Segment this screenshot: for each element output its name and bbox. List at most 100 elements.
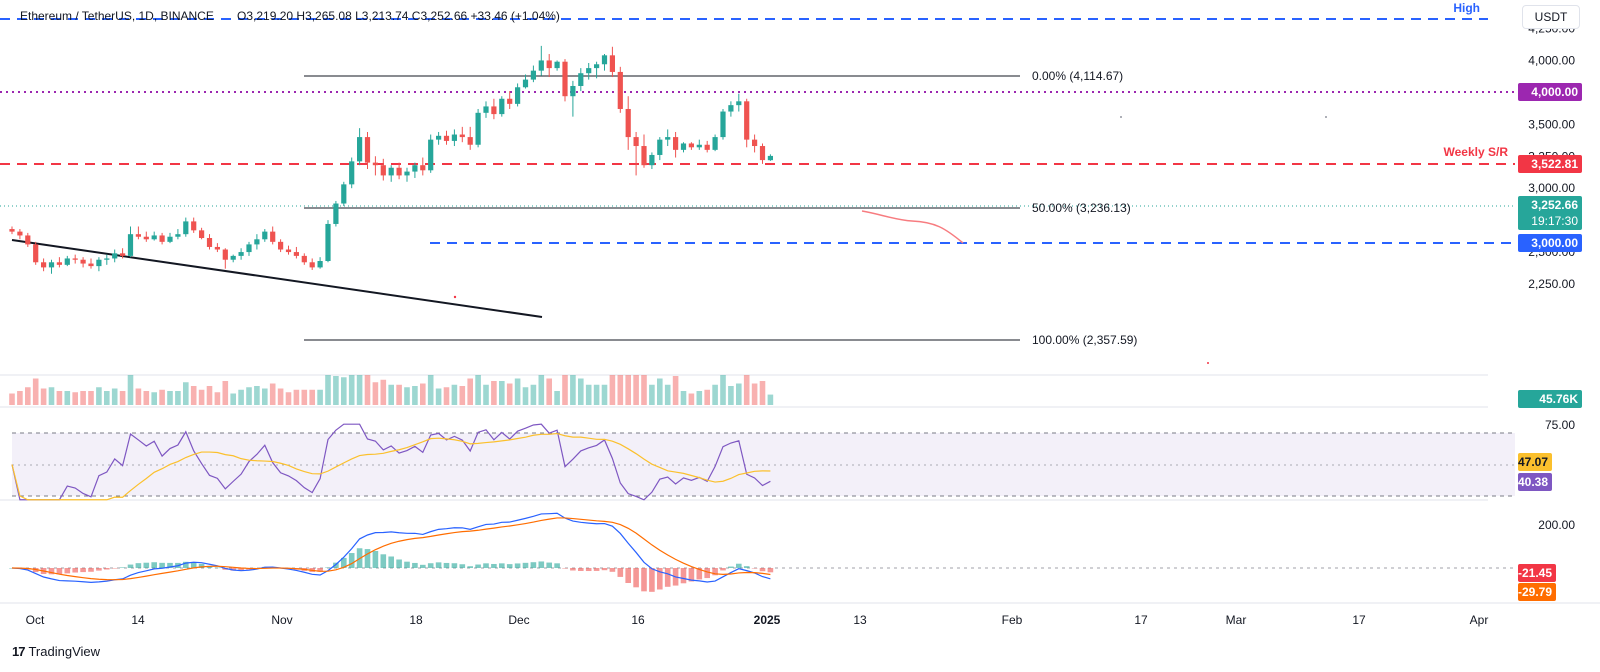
macd-histogram-bar <box>111 568 118 569</box>
candle-body <box>88 263 94 267</box>
macd-histogram-bar <box>198 563 205 568</box>
volume-bar <box>483 384 489 405</box>
candle-body <box>507 98 513 104</box>
volume-bar <box>427 375 434 405</box>
volume-bar <box>151 392 157 405</box>
macd-histogram-bar <box>435 562 442 568</box>
macd-histogram-bar <box>420 564 426 568</box>
candle-body <box>183 221 189 235</box>
volume-bar <box>451 384 458 405</box>
currency-selector[interactable]: USDT <box>1522 5 1580 29</box>
candle-body <box>17 231 23 236</box>
candle-body <box>349 161 355 185</box>
volume-bar <box>467 378 473 405</box>
volume-bar <box>135 388 142 405</box>
signal-value-tag <box>1518 583 1556 601</box>
volume-bar <box>617 375 624 405</box>
volume-bar <box>64 391 71 405</box>
volume-bar <box>277 388 284 405</box>
macd-histogram-bar <box>190 562 197 568</box>
volume-bar <box>459 386 466 405</box>
volume-bar <box>380 379 387 405</box>
candle-body <box>301 255 307 263</box>
projection-path[interactable] <box>861 210 964 244</box>
rsi-tick: 75.00 <box>1545 418 1575 432</box>
macd-histogram-bar <box>206 565 213 568</box>
candle-body <box>625 108 631 138</box>
candle-body <box>649 154 655 166</box>
symbol-title: Ethereum / TetherUS, 1D, BINANCE <box>20 9 214 23</box>
macd-histogram-bar <box>56 568 63 575</box>
weekly-sr-label: Weekly S/R <box>1444 145 1509 159</box>
macd-histogram-bar <box>743 566 750 568</box>
volume-bar <box>111 388 118 405</box>
candle-body <box>246 244 252 253</box>
volume-value-tag <box>1518 390 1582 408</box>
macd-histogram-bar <box>364 549 371 568</box>
candle-body <box>467 137 473 145</box>
macd-histogram-bar <box>617 568 624 577</box>
time-tick: Nov <box>271 613 292 627</box>
candle-body <box>175 234 181 237</box>
candle-body <box>341 184 347 204</box>
candle-body <box>222 249 228 260</box>
macd-histogram-bar <box>514 563 521 568</box>
candle-body <box>609 55 615 72</box>
resistance-price: 4,000.00 <box>1531 85 1578 99</box>
volume-bar <box>554 391 560 405</box>
macd-histogram-bar <box>696 568 703 580</box>
volume-bar <box>759 381 766 405</box>
candle-body <box>191 221 197 231</box>
volume-bar <box>175 391 181 405</box>
candle-body <box>151 235 157 240</box>
macd-histogram-bar <box>372 550 379 568</box>
volume-bar <box>743 375 750 405</box>
volume-bar <box>333 376 339 405</box>
descending-trendline[interactable] <box>11 239 543 318</box>
volume-bar <box>40 388 47 405</box>
volume-layer <box>9 375 774 405</box>
candle-body <box>759 146 766 161</box>
volume-bar <box>736 383 742 405</box>
volume-bar <box>664 384 671 405</box>
candle-body <box>562 61 568 97</box>
chart-dot <box>1207 362 1209 364</box>
volume-bar <box>499 381 505 405</box>
volume-bar <box>80 391 86 405</box>
volume-bar <box>301 389 308 405</box>
time-axis[interactable]: Oct 14 Nov 18 Dec 16 2025 13 Feb 17 Mar 17 Apr <box>26 613 1489 627</box>
volume-bar <box>348 375 355 405</box>
macd-histogram-bar <box>767 568 774 573</box>
candle-body <box>56 262 62 265</box>
candle-body <box>704 144 710 150</box>
volume-bar <box>601 384 608 405</box>
candle-body <box>720 111 726 138</box>
volume-bar <box>546 378 552 405</box>
macd-histogram-bar <box>562 568 568 569</box>
volume-bar <box>190 386 197 405</box>
macd-histogram-bar <box>325 567 331 568</box>
volume-bar <box>420 383 426 405</box>
macd-histogram-bar <box>183 561 189 568</box>
macd-histogram-bar <box>412 562 418 568</box>
volume-bar <box>530 384 537 405</box>
candle-body <box>428 139 434 171</box>
price-tick: 4,000.00 <box>1528 53 1575 67</box>
volume-bar <box>96 387 102 405</box>
volume-bar <box>562 375 568 405</box>
fib-level-0-label: 0.00% (4,114.67) <box>1032 69 1123 83</box>
candle-body <box>254 239 260 245</box>
macd-histogram-bar <box>80 568 86 573</box>
volume-bar <box>127 375 134 405</box>
candle-body <box>570 85 576 97</box>
macd-histogram-bar <box>119 567 126 568</box>
tradingview-brand[interactable]: 17 TradingView <box>12 644 100 659</box>
candle-body <box>72 258 78 260</box>
volume-bar <box>9 393 15 405</box>
macd-histogram-bar <box>451 563 458 568</box>
candle-body <box>278 241 284 250</box>
macd-histogram-bar <box>459 564 466 568</box>
macd-histogram-bar <box>64 568 71 574</box>
rsi-value: 40.38 <box>1518 475 1548 489</box>
